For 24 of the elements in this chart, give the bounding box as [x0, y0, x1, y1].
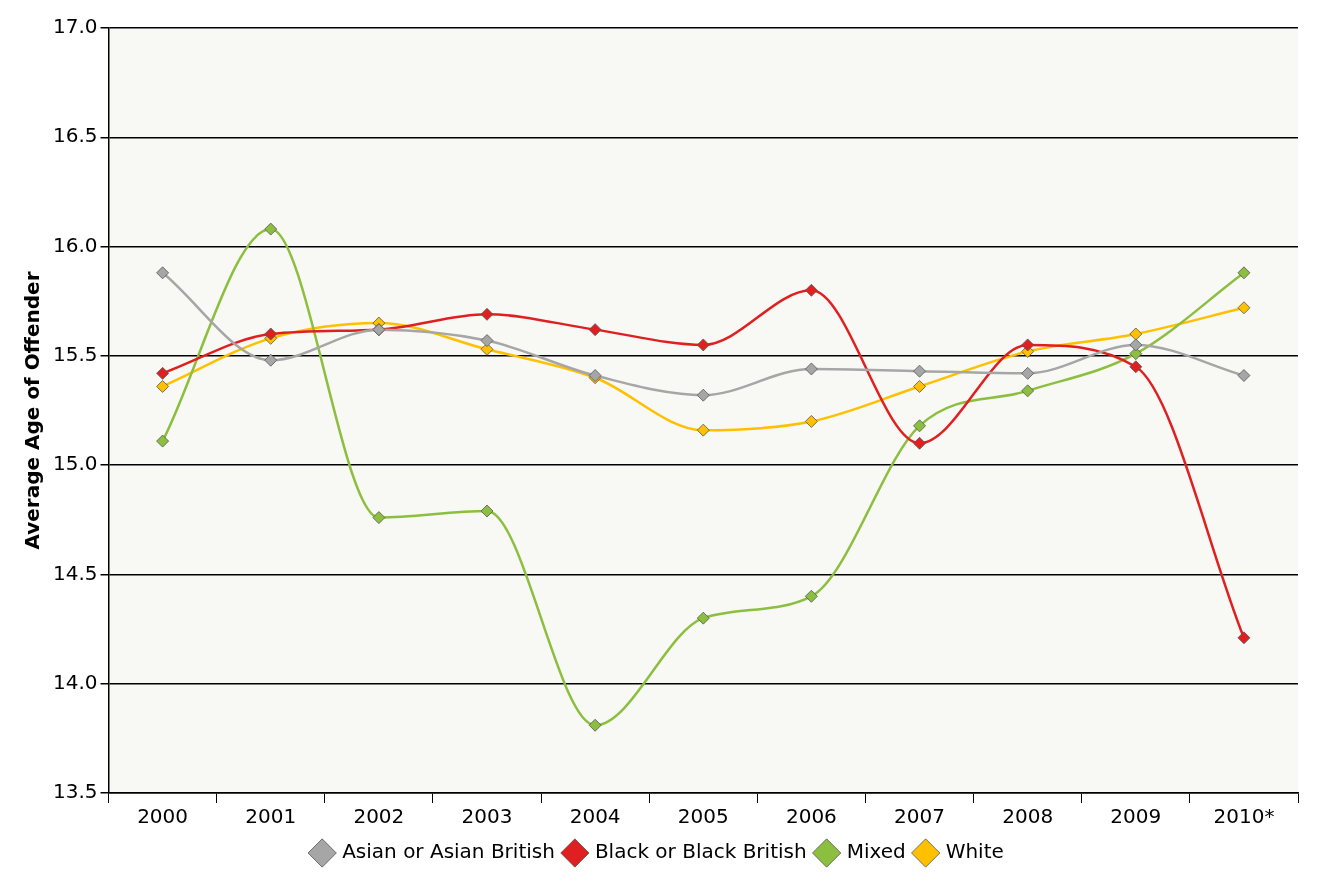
y-tick-label: 14.5 [53, 560, 98, 585]
legend-label: White [945, 839, 1004, 864]
x-tick-label: 2004 [569, 804, 621, 829]
x-tick-label: 2008 [1002, 804, 1054, 829]
y-tick-label: 13.5 [53, 779, 98, 804]
legend-label: Asian or Asian British [342, 839, 555, 864]
y-tick-label: 16.5 [53, 123, 98, 148]
y-tick-label: 14.0 [53, 669, 98, 694]
y-tick-label: 17.0 [53, 14, 98, 39]
x-tick-label: 2007 [894, 804, 945, 829]
legend-label: Black or Black British [594, 839, 807, 864]
x-tick-label: 2010* [1213, 804, 1275, 829]
x-tick-label: 2002 [353, 804, 405, 829]
y-tick-label: 15.0 [53, 451, 98, 476]
y-axis-title: Average Age of Offender [20, 271, 45, 550]
x-tick-label: 2009 [1110, 804, 1162, 829]
x-tick-label: 2006 [785, 804, 837, 829]
y-tick-label: 15.5 [53, 342, 98, 367]
x-tick-label: 2003 [461, 804, 513, 829]
legend-label: Mixed [846, 839, 906, 864]
x-tick-label: 2001 [245, 804, 297, 829]
x-tick-label: 2000 [137, 804, 189, 829]
y-tick-label: 16.0 [53, 232, 98, 257]
x-tick-label: 2005 [677, 804, 729, 829]
